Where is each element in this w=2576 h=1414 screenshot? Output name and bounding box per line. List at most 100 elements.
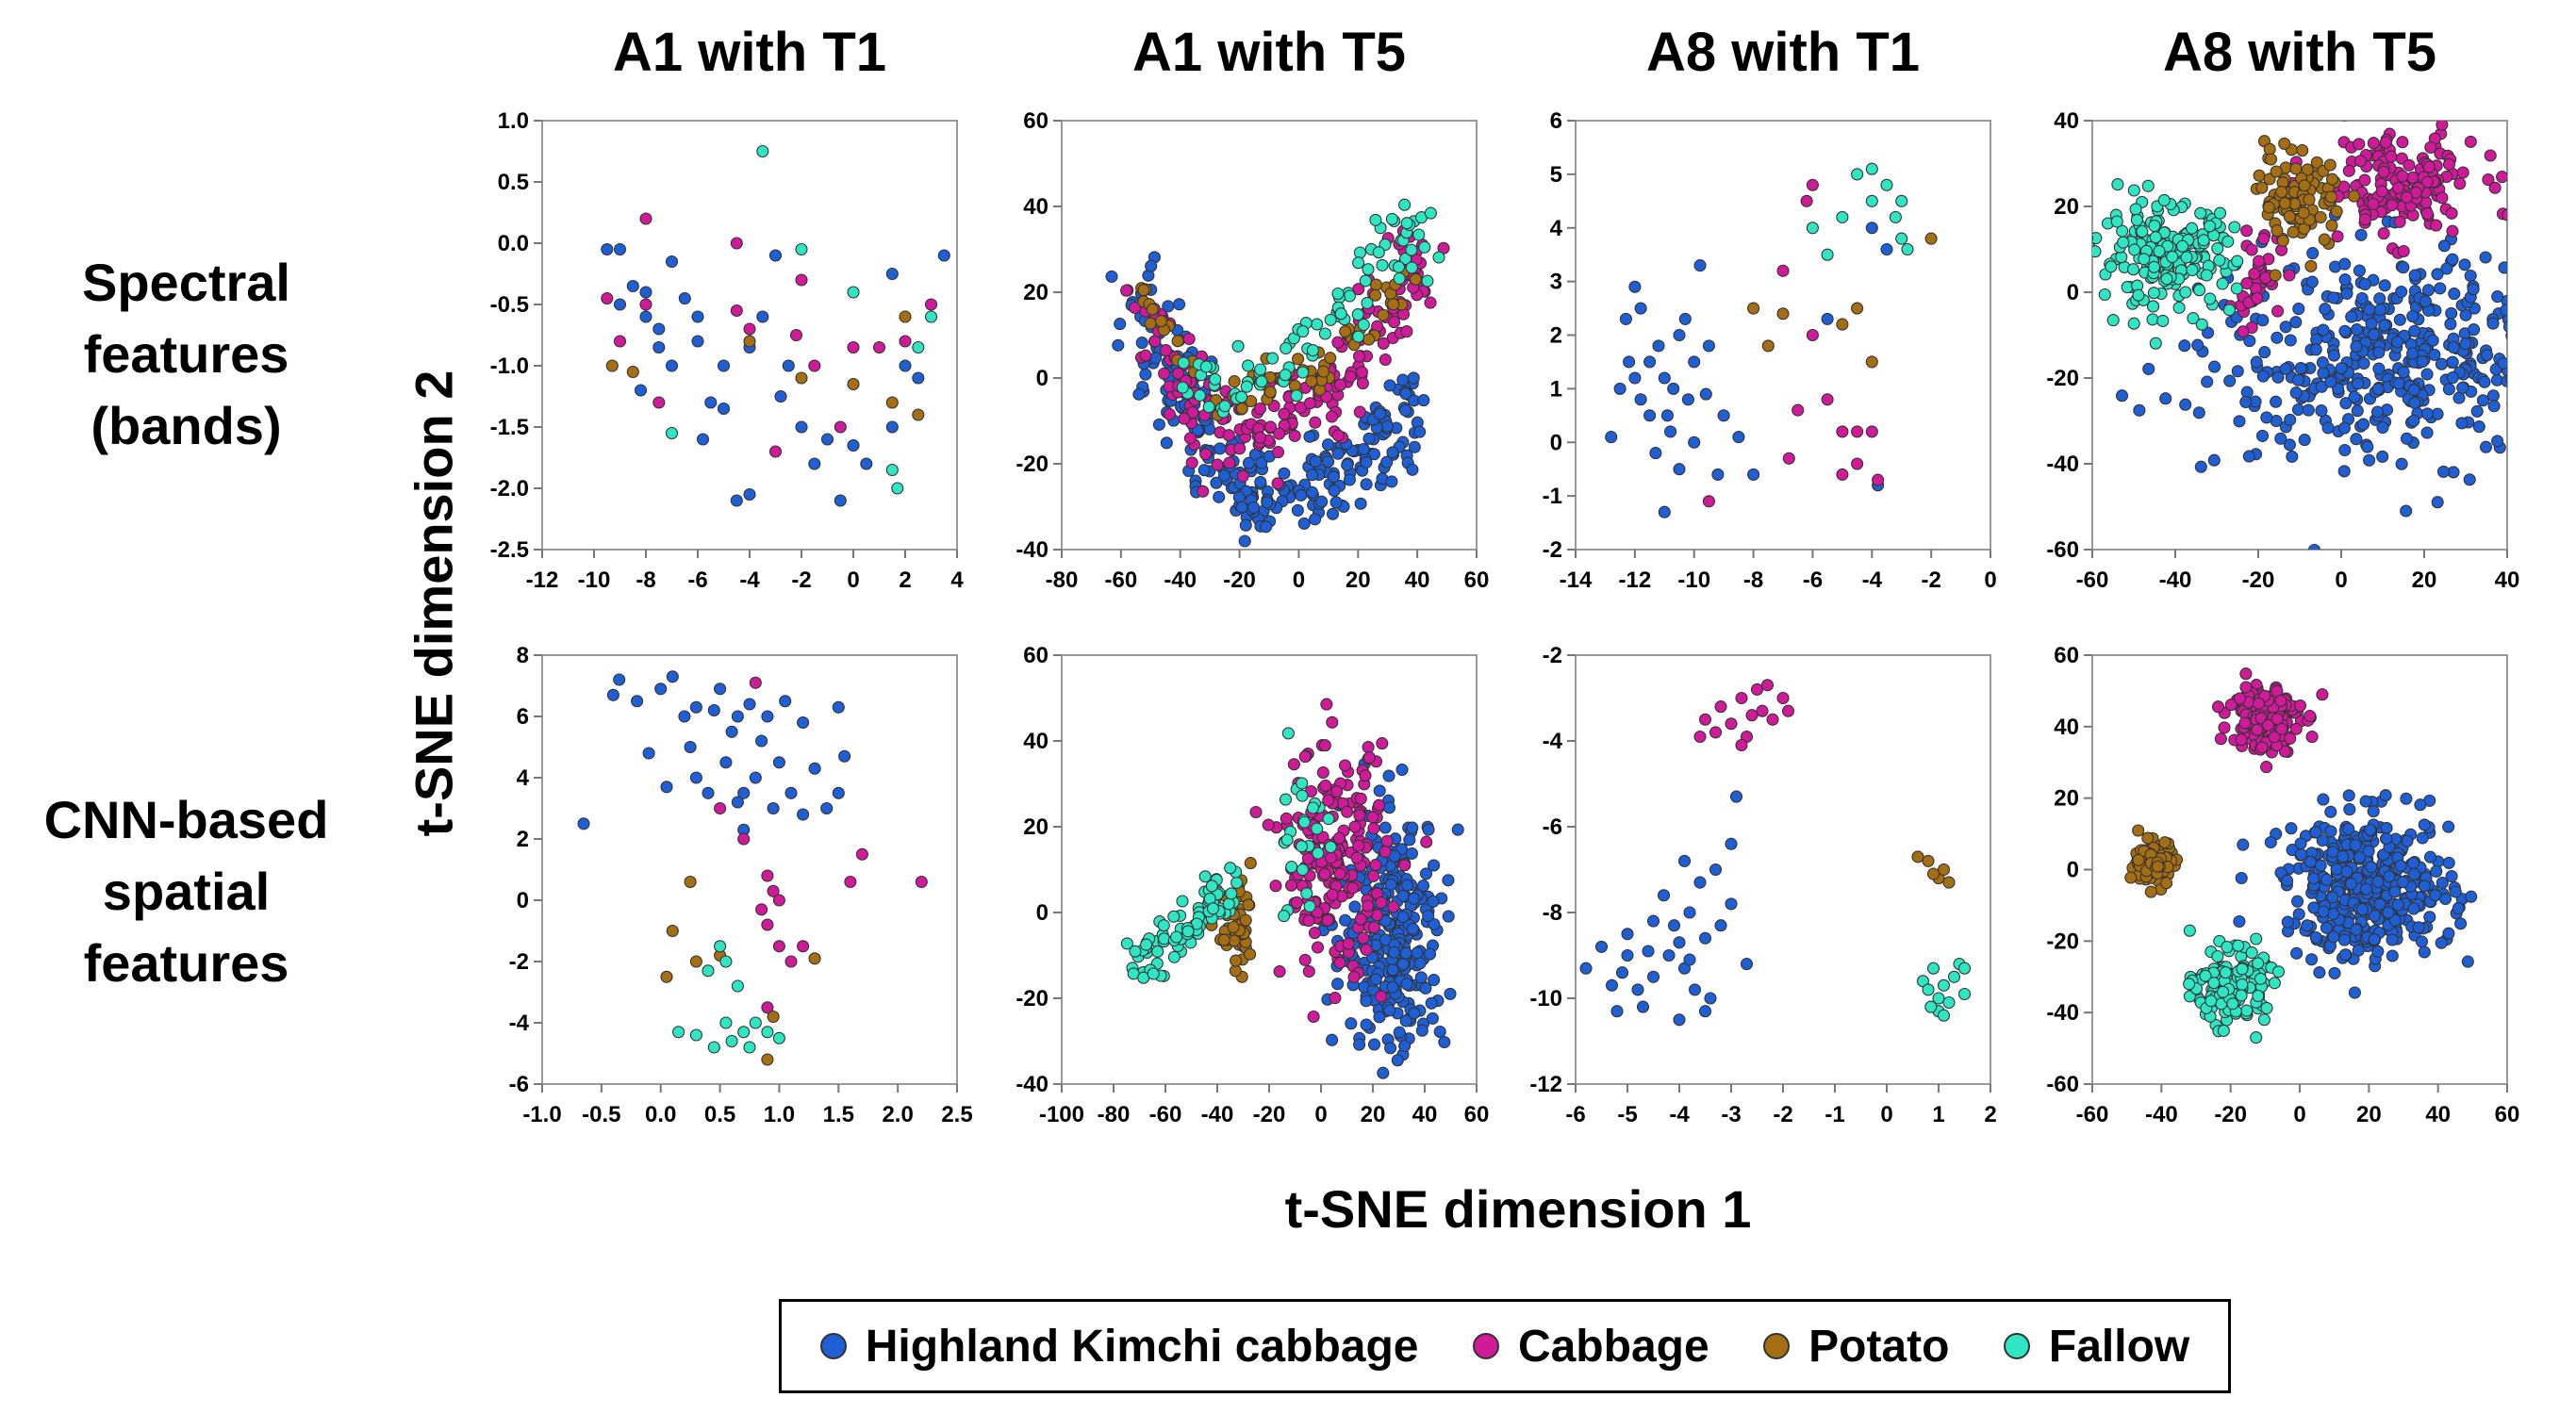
point-highland-kimchi-cabbage: [707, 703, 720, 717]
point-highland-kimchi-cabbage: [820, 433, 834, 446]
point-potato: [2304, 259, 2318, 272]
point-cabbage: [1273, 965, 1286, 978]
point-fallow: [1895, 194, 1908, 207]
column-title-2: A1 with T5: [1131, 22, 1407, 83]
point-potato: [684, 875, 697, 889]
point-highland-kimchi-cabbage: [2551, 335, 2562, 346]
point-highland-kimchi-cabbage: [1309, 454, 1322, 468]
point-highland-kimchi-cabbage: [2256, 370, 2270, 383]
point-highland-kimchi-cabbage: [2368, 328, 2381, 341]
y-tick-label: 3: [1550, 270, 1562, 295]
point-cabbage: [1233, 442, 1247, 455]
point-cabbage: [601, 291, 614, 305]
point-highland-kimchi-cabbage: [2295, 847, 2308, 862]
point-highland-kimchi-cabbage: [774, 389, 787, 403]
point-fallow: [1222, 897, 1235, 911]
x-tick-label: -8: [1743, 567, 1763, 593]
point-highland-kimchi-cabbage: [1652, 339, 1665, 353]
point-highland-kimchi-cabbage: [1442, 874, 1455, 887]
point-cabbage: [2293, 699, 2307, 713]
y-tick-label: 2: [1550, 323, 1562, 349]
point-fallow: [2204, 292, 2217, 305]
point-highland-kimchi-cabbage: [2291, 373, 2305, 386]
point-cabbage: [2436, 191, 2449, 205]
point-fallow: [665, 426, 679, 440]
point-highland-kimchi-cabbage: [1331, 978, 1345, 991]
point-highland-kimchi-cabbage: [1373, 1011, 1386, 1024]
point-highland-kimchi-cabbage: [1411, 946, 1424, 960]
point-fallow: [2127, 317, 2140, 330]
point-highland-kimchi-cabbage: [719, 756, 733, 769]
point-highland-kimchi-cabbage: [2394, 859, 2407, 872]
point-fallow: [2106, 314, 2120, 327]
point-fallow: [1231, 339, 1245, 353]
point-fallow: [2217, 985, 2230, 998]
y-tick-label: -6: [509, 1072, 529, 1097]
point-highland-kimchi-cabbage: [2436, 465, 2451, 478]
point-cabbage: [1350, 851, 1363, 864]
x-tick-label: -2: [1921, 567, 1940, 593]
point-highland-kimchi-cabbage: [2353, 850, 2367, 864]
point-highland-kimchi-cabbage: [749, 771, 762, 784]
x-tick-label: -20: [1253, 1102, 1286, 1127]
point-highland-kimchi-cabbage: [1408, 892, 1421, 905]
point-potato: [689, 955, 702, 968]
point-highland-kimchi-cabbage: [1260, 520, 1273, 534]
x-tick-label: 2.5: [941, 1102, 972, 1127]
point-highland-kimchi-cabbage: [2430, 864, 2443, 878]
point-fallow: [1362, 263, 1375, 276]
point-potato: [1316, 365, 1330, 378]
y-tick-label: 0.0: [498, 231, 529, 256]
point-cabbage: [1186, 405, 1199, 419]
point-highland-kimchi-cabbage: [2368, 933, 2381, 946]
point-highland-kimchi-cabbage: [1422, 823, 1435, 836]
point-highland-kimchi-cabbage: [2414, 798, 2427, 812]
point-cabbage: [1263, 420, 1277, 434]
point-highland-kimchi-cabbage: [1278, 467, 1291, 480]
point-cabbage: [2268, 731, 2281, 744]
point-cabbage: [1725, 717, 1738, 731]
point-potato: [2160, 877, 2173, 890]
y-tick-label: -2.5: [490, 537, 529, 563]
x-tick-label: -10: [1677, 567, 1710, 593]
point-highland-kimchi-cabbage: [795, 420, 808, 434]
point-highland-kimchi-cabbage: [1398, 1039, 1412, 1053]
y-tick-label: -20: [1016, 452, 1049, 477]
point-potato: [1339, 325, 1352, 338]
point-cabbage: [2304, 709, 2317, 723]
point-cabbage: [2377, 165, 2390, 178]
point-fallow: [749, 1016, 762, 1029]
point-fallow: [2236, 962, 2249, 976]
point-fallow: [1170, 930, 1183, 944]
point-fallow: [1312, 847, 1325, 860]
point-highland-kimchi-cabbage: [2319, 303, 2332, 316]
point-fallow: [2138, 253, 2151, 266]
point-highland-kimchi-cabbage: [1673, 1013, 1686, 1027]
point-highland-kimchi-cabbage: [1145, 259, 1158, 272]
x-tick-label: 20: [2356, 1102, 2382, 1127]
point-cabbage: [1333, 378, 1347, 391]
point-cabbage: [1222, 429, 1235, 442]
point-highland-kimchi-cabbage: [1605, 978, 1619, 992]
point-fallow: [2250, 1031, 2263, 1044]
point-cabbage: [1821, 393, 1834, 406]
point-cabbage: [1379, 353, 1392, 367]
point-fallow: [1421, 274, 1434, 288]
point-highland-kimchi-cabbage: [1646, 970, 1660, 983]
point-potato: [1362, 333, 1376, 346]
point-fallow: [2160, 272, 2173, 286]
points-layer: [1120, 698, 1464, 1079]
point-cabbage: [1269, 880, 1282, 893]
point-highland-kimchi-cabbage: [2429, 889, 2442, 902]
point-potato: [2298, 179, 2311, 192]
point-highland-kimchi-cabbage: [2115, 389, 2129, 403]
point-potato: [1235, 402, 1248, 415]
point-highland-kimchi-cabbage: [2395, 285, 2408, 299]
column-title-1: A1 with T1: [612, 22, 887, 83]
point-potato: [1217, 933, 1230, 946]
points-layer: [1605, 162, 1938, 518]
point-cabbage: [1352, 839, 1365, 852]
point-highland-kimchi-cabbage: [613, 298, 627, 311]
point-cabbage: [1766, 713, 1779, 726]
point-highland-kimchi-cabbage: [899, 359, 912, 372]
